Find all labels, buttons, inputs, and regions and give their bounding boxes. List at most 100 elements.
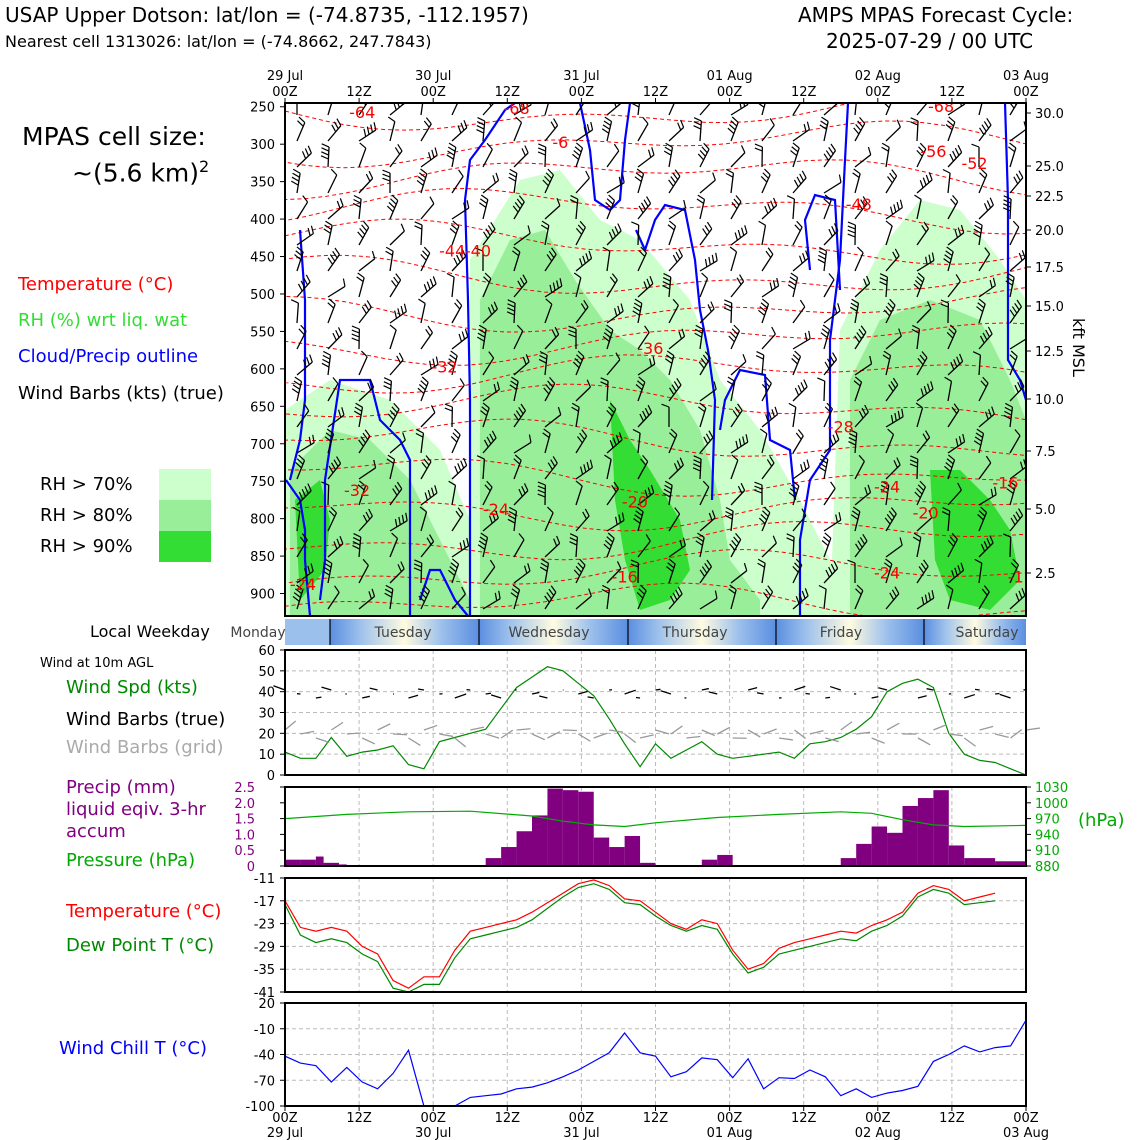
wind-barb-true <box>490 694 502 699</box>
wind-barb <box>854 275 871 298</box>
wind-barb-feather <box>704 351 711 359</box>
wind-barb-feather <box>666 350 675 357</box>
wind-barb-feather <box>725 172 734 178</box>
wind-barb-feather <box>606 198 614 205</box>
wind-barb <box>476 117 486 142</box>
wind-barb-feather <box>892 377 899 386</box>
wind-barb-feather <box>945 250 953 257</box>
wind-barb <box>637 147 655 168</box>
wind-barb-feather <box>761 298 769 305</box>
wind-barb-feather <box>550 459 556 467</box>
wind-barb-staff <box>947 360 964 376</box>
wind-barb-feather <box>486 480 493 488</box>
wind-barb <box>792 459 810 480</box>
wind-barb-staff <box>606 519 625 532</box>
wind-barb-feather <box>974 220 983 226</box>
wind-barb-feather <box>489 433 495 442</box>
temperature-label: -56 <box>920 142 946 161</box>
wind-barb-staff <box>420 541 435 558</box>
wind-barb-staff <box>947 459 956 480</box>
wind-barb-feather <box>604 540 612 547</box>
wind-barb-feather <box>706 221 713 230</box>
wind-barb-feather <box>518 195 525 203</box>
wind-barb-feather <box>912 324 920 330</box>
wind-barb-feather <box>651 147 655 156</box>
wind-barb <box>699 381 717 402</box>
wind-barb-feather <box>577 224 584 232</box>
wind-barb-grid <box>300 730 315 735</box>
wind-barb <box>637 275 654 298</box>
wind-barb-feather <box>978 298 986 305</box>
wind-barb <box>507 506 518 532</box>
wind-barb <box>476 455 486 480</box>
wind-barb <box>606 174 625 194</box>
wind-barb <box>663 480 673 506</box>
wind-barb-feather <box>571 402 580 408</box>
wind-barb-feather <box>1014 302 1020 311</box>
wind-barb-feather <box>383 385 392 390</box>
wind-barb-feather <box>767 247 774 255</box>
wind-barb <box>543 377 556 402</box>
wind-barb-feather <box>708 430 714 438</box>
wind-barb <box>792 220 803 246</box>
wind-barb <box>667 220 677 246</box>
wind-barb-feather <box>393 276 399 284</box>
wind-barb-feather <box>613 481 619 489</box>
wind-barb-feather <box>798 255 803 264</box>
wind-barb-feather <box>672 172 679 180</box>
wind-barb-feather <box>397 564 402 572</box>
wind-barb-feather <box>544 91 550 96</box>
wind-barb-feather <box>335 329 340 338</box>
wind-barb-staff <box>668 225 677 246</box>
wind-barb <box>327 103 333 116</box>
wind-barb <box>291 376 303 402</box>
wind-barb-feather <box>291 180 299 186</box>
cloud-outline <box>634 203 717 501</box>
wind-barb-staff <box>761 225 767 246</box>
wind-barb <box>353 402 364 428</box>
wind-barb-staff <box>544 462 558 480</box>
wind-barb-feather <box>487 307 493 315</box>
wind-barb <box>544 278 563 298</box>
wind-barb-feather <box>776 277 780 286</box>
wind-barb-feather <box>487 225 494 233</box>
wind-barb-staff <box>761 355 765 376</box>
wind-barb-staff <box>978 413 995 428</box>
temperature-label: -16 <box>612 567 638 586</box>
wind-barb-staff <box>792 386 808 402</box>
wind-barb-staff <box>575 227 586 246</box>
wind-barb-staff <box>575 257 592 272</box>
weekday-label: Wednesday <box>508 625 589 641</box>
y-tick-label: -35 <box>254 963 275 978</box>
wind-barb <box>511 246 521 272</box>
wind-barb-staff <box>575 595 592 610</box>
wind-barb-feather <box>909 459 918 464</box>
wind-barb-true <box>829 685 841 691</box>
wind-barb <box>978 376 989 402</box>
wind-barb-feather <box>1015 511 1021 519</box>
wind-barb-staff <box>296 460 306 480</box>
wind-barb-feather <box>476 455 485 460</box>
wind-barb-feather <box>820 454 829 460</box>
wind-barb-feather <box>850 92 857 96</box>
wind-barb-feather <box>451 558 459 565</box>
wind-barb-staff <box>327 355 332 376</box>
wind-barb-feather <box>516 324 524 332</box>
wind-barb <box>637 356 656 376</box>
wind-barb-feather <box>634 176 642 182</box>
precip-bar <box>485 858 502 866</box>
wind-barb-feather <box>824 406 832 413</box>
wind-barb <box>480 402 490 428</box>
wind-barb-staff <box>606 538 615 558</box>
wind-barb-feather <box>989 197 994 206</box>
temperature-label: -32 <box>344 481 370 500</box>
wind-barb-feather <box>385 584 394 590</box>
wind-barb <box>693 117 703 142</box>
precip-bar <box>300 859 316 866</box>
wind-barb-staff <box>544 563 550 584</box>
wind-barb-feather <box>977 514 984 521</box>
wind-barb-staff <box>947 489 962 506</box>
wind-barb-staff <box>637 540 651 558</box>
cell-size-label: MPAS cell size: <box>22 122 206 151</box>
wind-barb-feather <box>671 384 677 392</box>
